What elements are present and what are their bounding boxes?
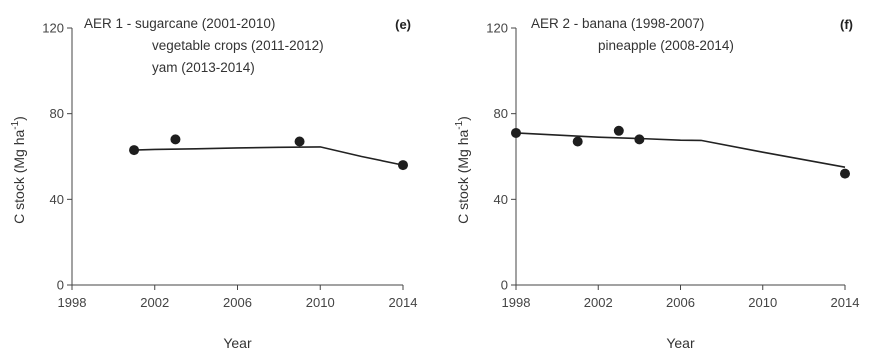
panel-2-x-tick-label: 1998 [502,295,531,310]
panel-1-x-tick-label: 2010 [306,295,335,310]
panel-2-annotation-line: pineapple (2008-2014) [598,38,734,53]
panel-1-y-tick-label: 40 [50,192,64,207]
panel-2-observed-point [572,136,583,147]
panel-1-observed-point [398,160,408,171]
panel-1-annotation-line: yam (2013-2014) [152,60,255,75]
panel-1-observed-point [294,136,305,147]
panel-2-observed-point [613,125,624,136]
panel-1-panel-label: (e) [395,17,411,32]
panel-2-x-tick-label: 2014 [831,295,860,310]
panel-1-y-axis-label: C stock (Mg ha-1) [10,116,27,224]
panel-1-x-tick-label: 2002 [140,295,169,310]
panel-2-x-tick-label: 2002 [584,295,613,310]
panel-2-modelled-line [515,132,846,168]
panel-1-observed-point [170,134,181,145]
panel-2-y-tick-label: 80 [494,106,508,121]
panel-2-y-tick-label: 0 [501,278,508,293]
panel-1-observed-point [129,145,140,156]
panel-1-x-tick-label: 1998 [58,295,87,310]
panel-1-modelled-line [134,146,404,166]
panel-1-x-tick-label: 2006 [223,295,252,310]
panel-2-x-axis-label: Year [666,335,695,351]
panel-2-annotation-line: AER 2 - banana (1998-2007) [531,16,704,31]
panel-2-panel-label: (f) [840,17,853,32]
panel-1-annotation-line: vegetable crops (2011-2012) [152,38,324,53]
panel-2-x-tick-label: 2010 [748,295,777,310]
panel-2-observed-point [511,127,521,138]
panel-1-y-tick-label: 80 [50,106,64,121]
panel-1-y-tick-label: 120 [42,21,64,36]
panel-2-y-tick-label: 120 [486,21,508,36]
panel-1-y-tick-label: 0 [57,278,64,293]
panel-2-observed-point [840,168,850,179]
panel-1-annotation-line: AER 1 - sugarcane (2001-2010) [84,16,275,31]
panel-1-x-axis-label: Year [223,335,252,351]
panel-2-y-axis-label: C stock (Mg ha-1) [454,116,471,224]
panel-2-x-tick-label: 2006 [666,295,695,310]
panel-2-observed-point [634,134,645,145]
panel-2-y-tick-label: 40 [494,192,508,207]
panel-1-x-tick-label: 2014 [389,295,418,310]
